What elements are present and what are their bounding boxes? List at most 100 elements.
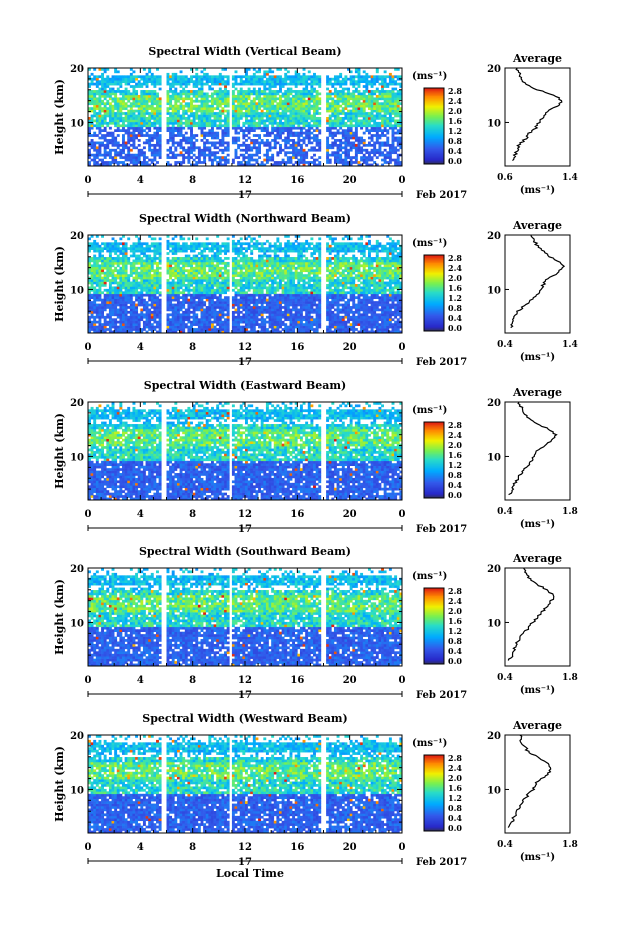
- heatmap-cell: [300, 105, 303, 108]
- heatmap-cell: [313, 137, 316, 140]
- heatmap-cell: [177, 260, 180, 263]
- heatmap-cell: [193, 306, 196, 309]
- heatmap-cell: [276, 129, 279, 132]
- heatmap-cell: [104, 267, 107, 270]
- heatmap-cell: [112, 159, 115, 162]
- heatmap-cell: [104, 134, 107, 137]
- heatmap-cell: [140, 267, 143, 270]
- heatmap-cell: [221, 102, 224, 105]
- heatmap-cell: [143, 279, 146, 282]
- heatmap-cell: [203, 279, 206, 282]
- heatmap-cell: [135, 291, 138, 294]
- heatmap-cell: [172, 97, 175, 100]
- heatmap-cell: [216, 156, 219, 159]
- heatmap-cell: [201, 70, 204, 73]
- heatmap-cell: [177, 124, 180, 127]
- heatmap-cell: [337, 105, 340, 108]
- heatmap-cell: [169, 146, 172, 149]
- heatmap-cell: [237, 75, 240, 78]
- heatmap-cell: [138, 245, 141, 248]
- heatmap-cell: [132, 282, 135, 285]
- heatmap-cell: [98, 110, 101, 113]
- heatmap-cell: [227, 117, 230, 120]
- heatmap-cell: [112, 142, 115, 145]
- heatmap-cell: [350, 80, 353, 83]
- heatmap-cell: [177, 242, 180, 245]
- heatmap-cell: [245, 119, 248, 122]
- heatmap-cell: [253, 129, 256, 132]
- heatmap-cell: [227, 127, 230, 130]
- heatmap-cell: [339, 154, 342, 157]
- heatmap-cell: [350, 110, 353, 113]
- heatmap-cell: [198, 282, 201, 285]
- heatmap-cell: [337, 122, 340, 125]
- heatmap-cell: [138, 83, 141, 86]
- heatmap-cell: [172, 144, 175, 147]
- heatmap-cell: [216, 279, 219, 282]
- heatmap-cell: [117, 299, 120, 302]
- heatmap-cell: [276, 80, 279, 83]
- heatmap-cell: [180, 70, 183, 73]
- heatmap-cell: [227, 144, 230, 147]
- heatmap-cell: [334, 93, 337, 96]
- heatmap-cell: [185, 149, 188, 152]
- heatmap-cell: [190, 264, 193, 267]
- heatmap-cell: [167, 110, 170, 113]
- heatmap-cell: [326, 107, 329, 110]
- heatmap-cell: [208, 318, 211, 321]
- heatmap-cell: [376, 115, 379, 118]
- heatmap-cell: [276, 75, 279, 78]
- heatmap-cell: [329, 117, 332, 120]
- heatmap-cell: [279, 149, 282, 152]
- heatmap-cell: [219, 112, 222, 115]
- heatmap-cell: [182, 262, 185, 265]
- heatmap-cell: [235, 151, 238, 154]
- heatmap-cell: [140, 134, 143, 137]
- heatmap-cell: [263, 70, 266, 73]
- heatmap-cell: [214, 289, 217, 292]
- heatmap-cell: [185, 97, 188, 100]
- heatmap-cell: [106, 102, 109, 105]
- heatmap-cell: [208, 313, 211, 316]
- heatmap-cell: [331, 134, 334, 137]
- heatmap-cell: [127, 289, 130, 292]
- heatmap-cell: [203, 313, 206, 316]
- heatmap-cell: [140, 291, 143, 294]
- heatmap-cell: [339, 139, 342, 142]
- heatmap-cell: [177, 309, 180, 312]
- heatmap-cell: [122, 313, 125, 316]
- heatmap-cell: [146, 264, 149, 267]
- heatmap-cell: [177, 286, 180, 289]
- heatmap-cell: [271, 117, 274, 120]
- heatmap-cell: [91, 144, 94, 147]
- heatmap-cell: [91, 247, 94, 250]
- heatmap-cell: [193, 296, 196, 299]
- heatmap-cell: [201, 90, 204, 93]
- heatmap-cell: [269, 93, 272, 96]
- heatmap-cell: [305, 154, 308, 157]
- heatmap-cell: [151, 286, 154, 289]
- heatmap-cell: [151, 289, 154, 292]
- heatmap-cell: [153, 83, 156, 86]
- heatmap-cell: [148, 115, 151, 118]
- heatmap-cell: [112, 149, 115, 152]
- heatmap-cell: [227, 129, 230, 132]
- heatmap-cell: [394, 127, 397, 130]
- heatmap-cell: [389, 80, 392, 83]
- heatmap-cell: [167, 247, 170, 250]
- heatmap-cell: [140, 309, 143, 312]
- heatmap-cell: [135, 279, 138, 282]
- heatmap-cell: [146, 267, 149, 270]
- heatmap-cell: [203, 100, 206, 103]
- heatmap-cell: [172, 132, 175, 135]
- heatmap-cell: [394, 139, 397, 142]
- heatmap-cell: [198, 242, 201, 245]
- heatmap-cell: [203, 309, 206, 312]
- heatmap-cell: [114, 122, 117, 125]
- heatmap-cell: [326, 80, 329, 83]
- heatmap-cell: [242, 137, 245, 140]
- heatmap-cell: [334, 88, 337, 91]
- heatmap-cell: [214, 316, 217, 319]
- heatmap-cell: [208, 154, 211, 157]
- heatmap-cell: [344, 159, 347, 162]
